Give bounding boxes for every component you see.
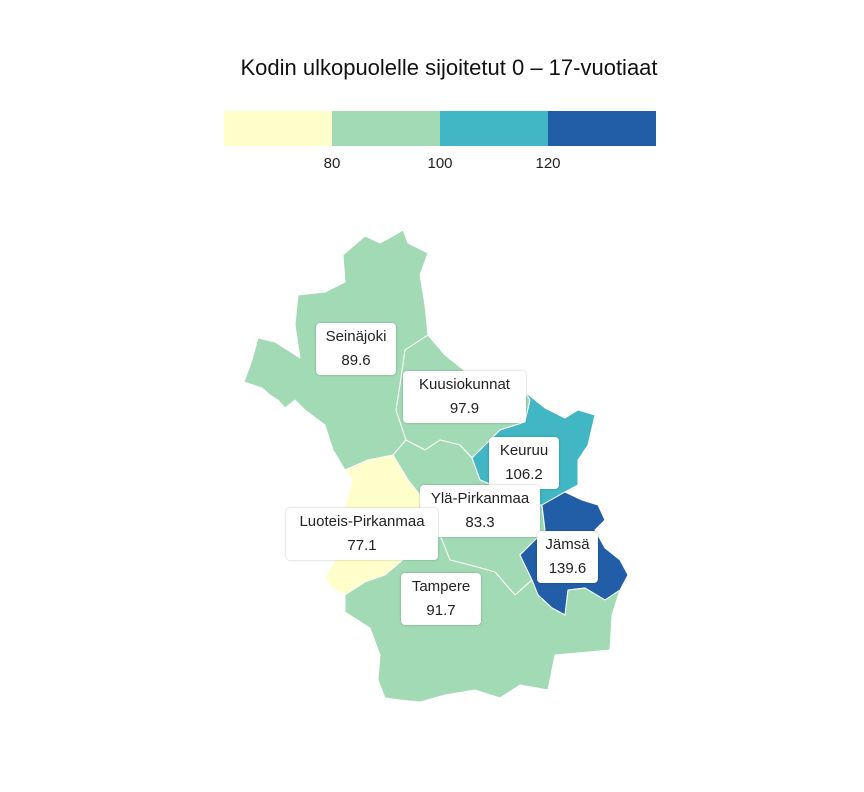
map-title: Kodin ulkopuolelle sijoitetut 0 – 17-vuo… xyxy=(240,55,658,80)
region-value: 106.2 xyxy=(505,466,543,483)
label-keuruu: Keuruu 106.2 xyxy=(489,437,559,489)
legend-swatch-4 xyxy=(548,111,656,146)
region-value: 97.9 xyxy=(449,400,480,417)
label-kuusiokunnat: Kuusiokunnat 97.9 xyxy=(403,371,526,423)
region-name: Luoteis-Pirkanmaa xyxy=(299,513,425,530)
region-name: Seinäjoki xyxy=(325,328,387,345)
region-value: 89.6 xyxy=(341,352,371,369)
region-value: 91.7 xyxy=(426,602,456,619)
legend-swatch-2 xyxy=(332,111,440,146)
label-seinajoki: Seinäjoki 89.6 xyxy=(316,323,396,375)
legend-swatch-3 xyxy=(440,111,548,146)
region-name: Jämsä xyxy=(545,536,590,553)
region-value: 77.1 xyxy=(347,537,377,554)
label-jamsa: Jämsä 139.6 xyxy=(537,531,598,583)
label-yla-pirkanmaa: Ylä-Pirkanmaa 83.3 xyxy=(420,485,540,537)
region-name: Ylä-Pirkanmaa xyxy=(430,490,530,507)
region-value: 83.3 xyxy=(465,514,495,531)
legend-swatch-1 xyxy=(224,111,332,146)
legend-colorbar xyxy=(224,111,656,146)
label-tampere: Tampere 91.7 xyxy=(401,573,481,625)
region-value: 139.6 xyxy=(548,560,587,577)
region-name: Tampere xyxy=(411,578,471,595)
label-luoteis-pirkanmaa: Luoteis-Pirkanmaa 77.1 xyxy=(286,508,438,560)
region-name: Kuusiokunnat xyxy=(419,376,510,393)
region-name: Keuruu xyxy=(499,442,549,459)
